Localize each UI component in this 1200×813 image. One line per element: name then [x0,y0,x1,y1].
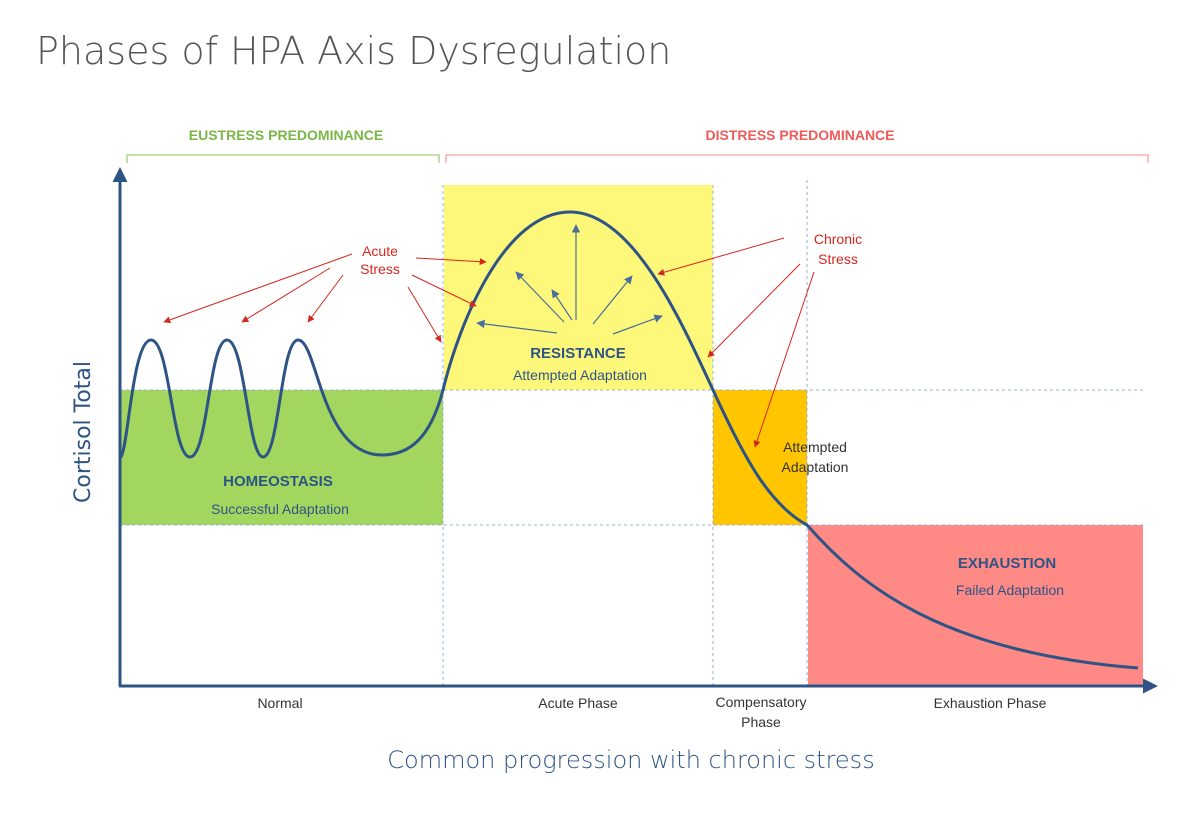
distress-bracket [445,154,1149,163]
exhaustion-title: EXHAUSTION [958,555,1056,572]
eustress-band-label: EUSTRESS PREDOMINANCE [189,127,383,143]
phase-compensatory-label-2: Phase [741,714,781,730]
homeostasis-subtitle: Successful Adaptation [211,501,349,517]
y-axis-label: Cortisol Total [71,361,96,503]
exhaustion-zone [808,525,1143,685]
grid-lines [120,180,1143,685]
cortisol-curve [118,210,1139,670]
resistance-subtitle: Attempted Adaptation [513,367,647,383]
chronic-stress-label-1: Chronic [814,231,862,247]
compensatory-zone [713,390,807,525]
compensatory-title-2: Adaptation [782,459,849,475]
compensatory-title-1: Attempted [783,439,847,455]
page-title: Phases of HPA Axis Dysregulation [36,29,671,73]
homeostasis-title: HOMEOSTASIS [223,473,333,490]
distress-band-label: DISTRESS PREDOMINANCE [705,127,894,143]
acute-stress-label-2: Stress [360,261,400,277]
acute-stress-label-1: Acute [362,243,398,259]
exhaustion-subtitle: Failed Adaptation [956,582,1064,598]
chronic-stress-label-2: Stress [818,251,858,267]
phase-normal-label: Normal [257,695,302,711]
resistance-title: RESISTANCE [530,345,626,362]
chronic-stress-arrows [657,237,815,448]
phase-exhaustion-label: Exhaustion Phase [934,695,1047,711]
resistance-zone [444,185,713,390]
adaptation-arrows [476,224,663,335]
phase-compensatory-label-1: Compensatory [715,694,806,710]
x-axis-label: Common progression with chronic stress [387,746,874,774]
acute-stress-arrows [163,253,487,343]
phase-acute-label: Acute Phase [538,695,618,711]
eustress-bracket [126,154,440,163]
